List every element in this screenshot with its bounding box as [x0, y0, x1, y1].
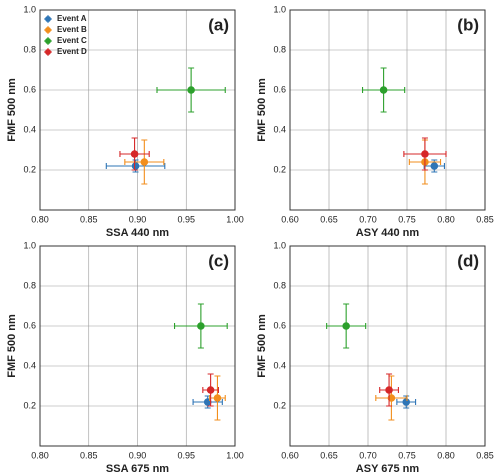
point: [131, 162, 140, 170]
legend-label: Event B: [57, 25, 87, 34]
y-tick-label: 0.8: [273, 44, 286, 54]
point: [421, 150, 429, 158]
x-tick-label: 1.00: [226, 450, 244, 460]
y-tick-label: 0.8: [23, 44, 36, 54]
x-axis-label: ASY 440 nm: [356, 227, 420, 239]
plot-area: [290, 10, 485, 210]
y-tick-label: 0.2: [273, 400, 286, 410]
x-axis-label: SSA 675 nm: [106, 463, 169, 473]
x-tick-label: 0.90: [129, 214, 147, 224]
plot-frame: [39, 245, 236, 447]
point: [187, 86, 195, 94]
point: [379, 86, 388, 94]
x-tick-label: 0.65: [320, 214, 338, 224]
x-tick-label: 1.00: [226, 214, 244, 224]
x-tick-label: 0.65: [320, 450, 338, 460]
y-tick-label: 0.8: [273, 280, 286, 290]
legend-label: Event C: [57, 36, 87, 45]
legend-marker: [45, 16, 51, 22]
legend-marker: [45, 49, 51, 55]
y-tick-label: 0.4: [23, 124, 36, 134]
point: [342, 322, 350, 330]
legend-label: Event D: [57, 47, 87, 56]
panel-label: (d): [457, 251, 479, 270]
y-axis-label: FMF 500 nm: [6, 78, 18, 142]
x-tick-label: 0.85: [476, 214, 494, 224]
y-tick-label: 0.4: [23, 360, 36, 370]
y-tick-label: 0.8: [23, 280, 36, 290]
y-tick-label: 1.0: [273, 4, 286, 14]
panel: 0.60 0.65 0.70 0.75 0.80 0.85 0.2 0.4 0.6 0.8 1.0 A…: [256, 4, 494, 239]
x-tick-label: 0.70: [359, 214, 377, 224]
legend-marker: [45, 38, 51, 44]
y-tick-label: 0.6: [273, 84, 286, 94]
y-tick-label: 1.0: [23, 240, 36, 250]
x-tick-label: 0.60: [281, 450, 299, 460]
x-tick-label: 0.95: [177, 214, 195, 224]
x-tick-label: 0.75: [398, 214, 416, 224]
x-tick-label: 0.80: [437, 214, 455, 224]
x-tick-label: 0.75: [398, 450, 416, 460]
legend-marker: [45, 27, 51, 33]
y-tick-label: 0.4: [273, 360, 286, 370]
panel: 0.80 0.85 0.90 0.95 1.00 0.2 0.4 0.6 0.8 1.0 SSA 6…: [6, 240, 244, 473]
plot-frame: [289, 9, 486, 211]
panel: 0.60 0.65 0.70 0.75 0.80 0.85 0.2 0.4 0.6 0.8 1.0 A…: [256, 240, 494, 473]
plot-area: [290, 246, 485, 446]
y-tick-label: 0.2: [23, 400, 36, 410]
x-tick-label: 0.90: [129, 450, 147, 460]
y-tick-label: 1.0: [273, 240, 286, 250]
point: [140, 158, 149, 166]
plot-frame: [289, 245, 486, 447]
panel-label: (b): [457, 15, 479, 34]
y-tick-label: 0.6: [273, 320, 286, 330]
x-tick-label: 0.85: [80, 450, 98, 460]
panel: 0.80 0.85 0.90 0.95 1.00 0.2 0.4 0.6 0.8 1.0 SSA 4…: [6, 4, 244, 239]
y-tick-label: 1.0: [23, 4, 36, 14]
point: [213, 394, 222, 402]
point: [430, 162, 439, 170]
x-tick-label: 0.60: [281, 214, 299, 224]
x-tick-label: 0.80: [437, 450, 455, 460]
x-tick-label: 0.80: [31, 214, 49, 224]
legend-label: Event A: [57, 14, 87, 23]
y-tick-label: 0.2: [273, 164, 286, 174]
panel-label: (c): [208, 251, 229, 270]
point: [402, 398, 411, 406]
point: [130, 150, 139, 158]
y-axis-label: FMF 500 nm: [6, 314, 18, 378]
panel-label: (a): [208, 15, 229, 34]
point: [197, 322, 205, 330]
y-axis-label: FMF 500 nm: [256, 314, 268, 378]
x-tick-label: 0.85: [476, 450, 494, 460]
x-axis-label: ASY 675 nm: [356, 463, 420, 473]
y-axis-label: FMF 500 nm: [256, 78, 268, 142]
point: [385, 386, 393, 394]
point: [206, 386, 215, 394]
y-tick-label: 0.4: [273, 124, 286, 134]
y-tick-label: 0.6: [23, 320, 36, 330]
plot-frame: [39, 9, 236, 211]
x-axis-label: SSA 440 nm: [106, 227, 169, 239]
x-tick-label: 0.70: [359, 450, 377, 460]
y-tick-label: 0.2: [23, 164, 36, 174]
x-tick-label: 0.85: [80, 214, 98, 224]
x-tick-label: 0.95: [177, 450, 195, 460]
x-tick-label: 0.80: [31, 450, 49, 460]
y-tick-label: 0.6: [23, 84, 36, 94]
